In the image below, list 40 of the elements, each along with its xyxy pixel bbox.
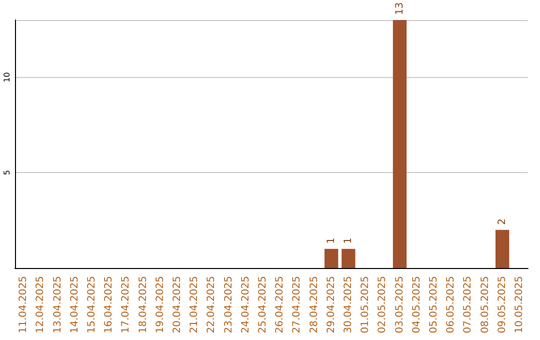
x-tick-label: 11.04.2025 xyxy=(18,276,30,334)
x-tick-label: 02.05.2025 xyxy=(377,276,388,334)
x-tick-label: 08.05.2025 xyxy=(480,276,491,334)
x-tick-label: 22.04.2025 xyxy=(206,276,218,334)
x-tick-label: 27.04.2025 xyxy=(292,276,303,334)
y-tick-label: 5 xyxy=(2,170,12,176)
x-tick-label: 16.04.2025 xyxy=(104,276,115,334)
data-label: 1 xyxy=(342,238,354,244)
x-tick-label: 19.04.2025 xyxy=(154,276,166,334)
data-label: 2 xyxy=(496,218,508,225)
y-tick-label: 10 xyxy=(2,72,12,82)
x-tick-label: 17.04.2025 xyxy=(120,276,132,334)
x-tick-label: 26.04.2025 xyxy=(274,276,286,334)
x-tick-label: 06.05.2025 xyxy=(446,276,457,334)
x-tick-label: 12.04.2025 xyxy=(35,276,46,334)
x-tick-label: 24.04.2025 xyxy=(240,276,252,334)
x-tick-label: 09.05.2025 xyxy=(496,276,508,334)
data-label: 13 xyxy=(394,2,406,15)
x-tick-label: 15.04.2025 xyxy=(86,276,98,334)
bar xyxy=(324,248,338,268)
x-tick-label: 30.04.2025 xyxy=(342,276,354,334)
x-tick-label: 13.04.2025 xyxy=(52,276,64,334)
x-tick-label: 04.05.2025 xyxy=(411,276,422,334)
x-tick-label: 03.05.2025 xyxy=(394,276,406,334)
data-label: 1 xyxy=(326,238,337,244)
x-tick-label: 18.04.2025 xyxy=(138,276,149,334)
x-tick-label: 10.05.2025 xyxy=(514,276,525,334)
x-tick-label: 01.05.2025 xyxy=(360,276,372,334)
bar xyxy=(392,20,407,268)
x-tick-label: 20.04.2025 xyxy=(172,276,183,334)
x-tick-label: 25.04.2025 xyxy=(257,276,268,334)
x-tick-label: 07.05.2025 xyxy=(462,276,474,334)
x-tick-label: 28.04.2025 xyxy=(308,276,320,334)
bar xyxy=(496,230,510,268)
x-tick-label: 14.04.2025 xyxy=(69,276,80,334)
x-tick-label: 05.05.2025 xyxy=(428,276,440,334)
bar xyxy=(342,248,356,268)
x-tick-label: 23.04.2025 xyxy=(223,276,234,334)
x-tick-label: 29.04.2025 xyxy=(326,276,337,334)
x-tick-label: 21.04.2025 xyxy=(189,276,200,334)
